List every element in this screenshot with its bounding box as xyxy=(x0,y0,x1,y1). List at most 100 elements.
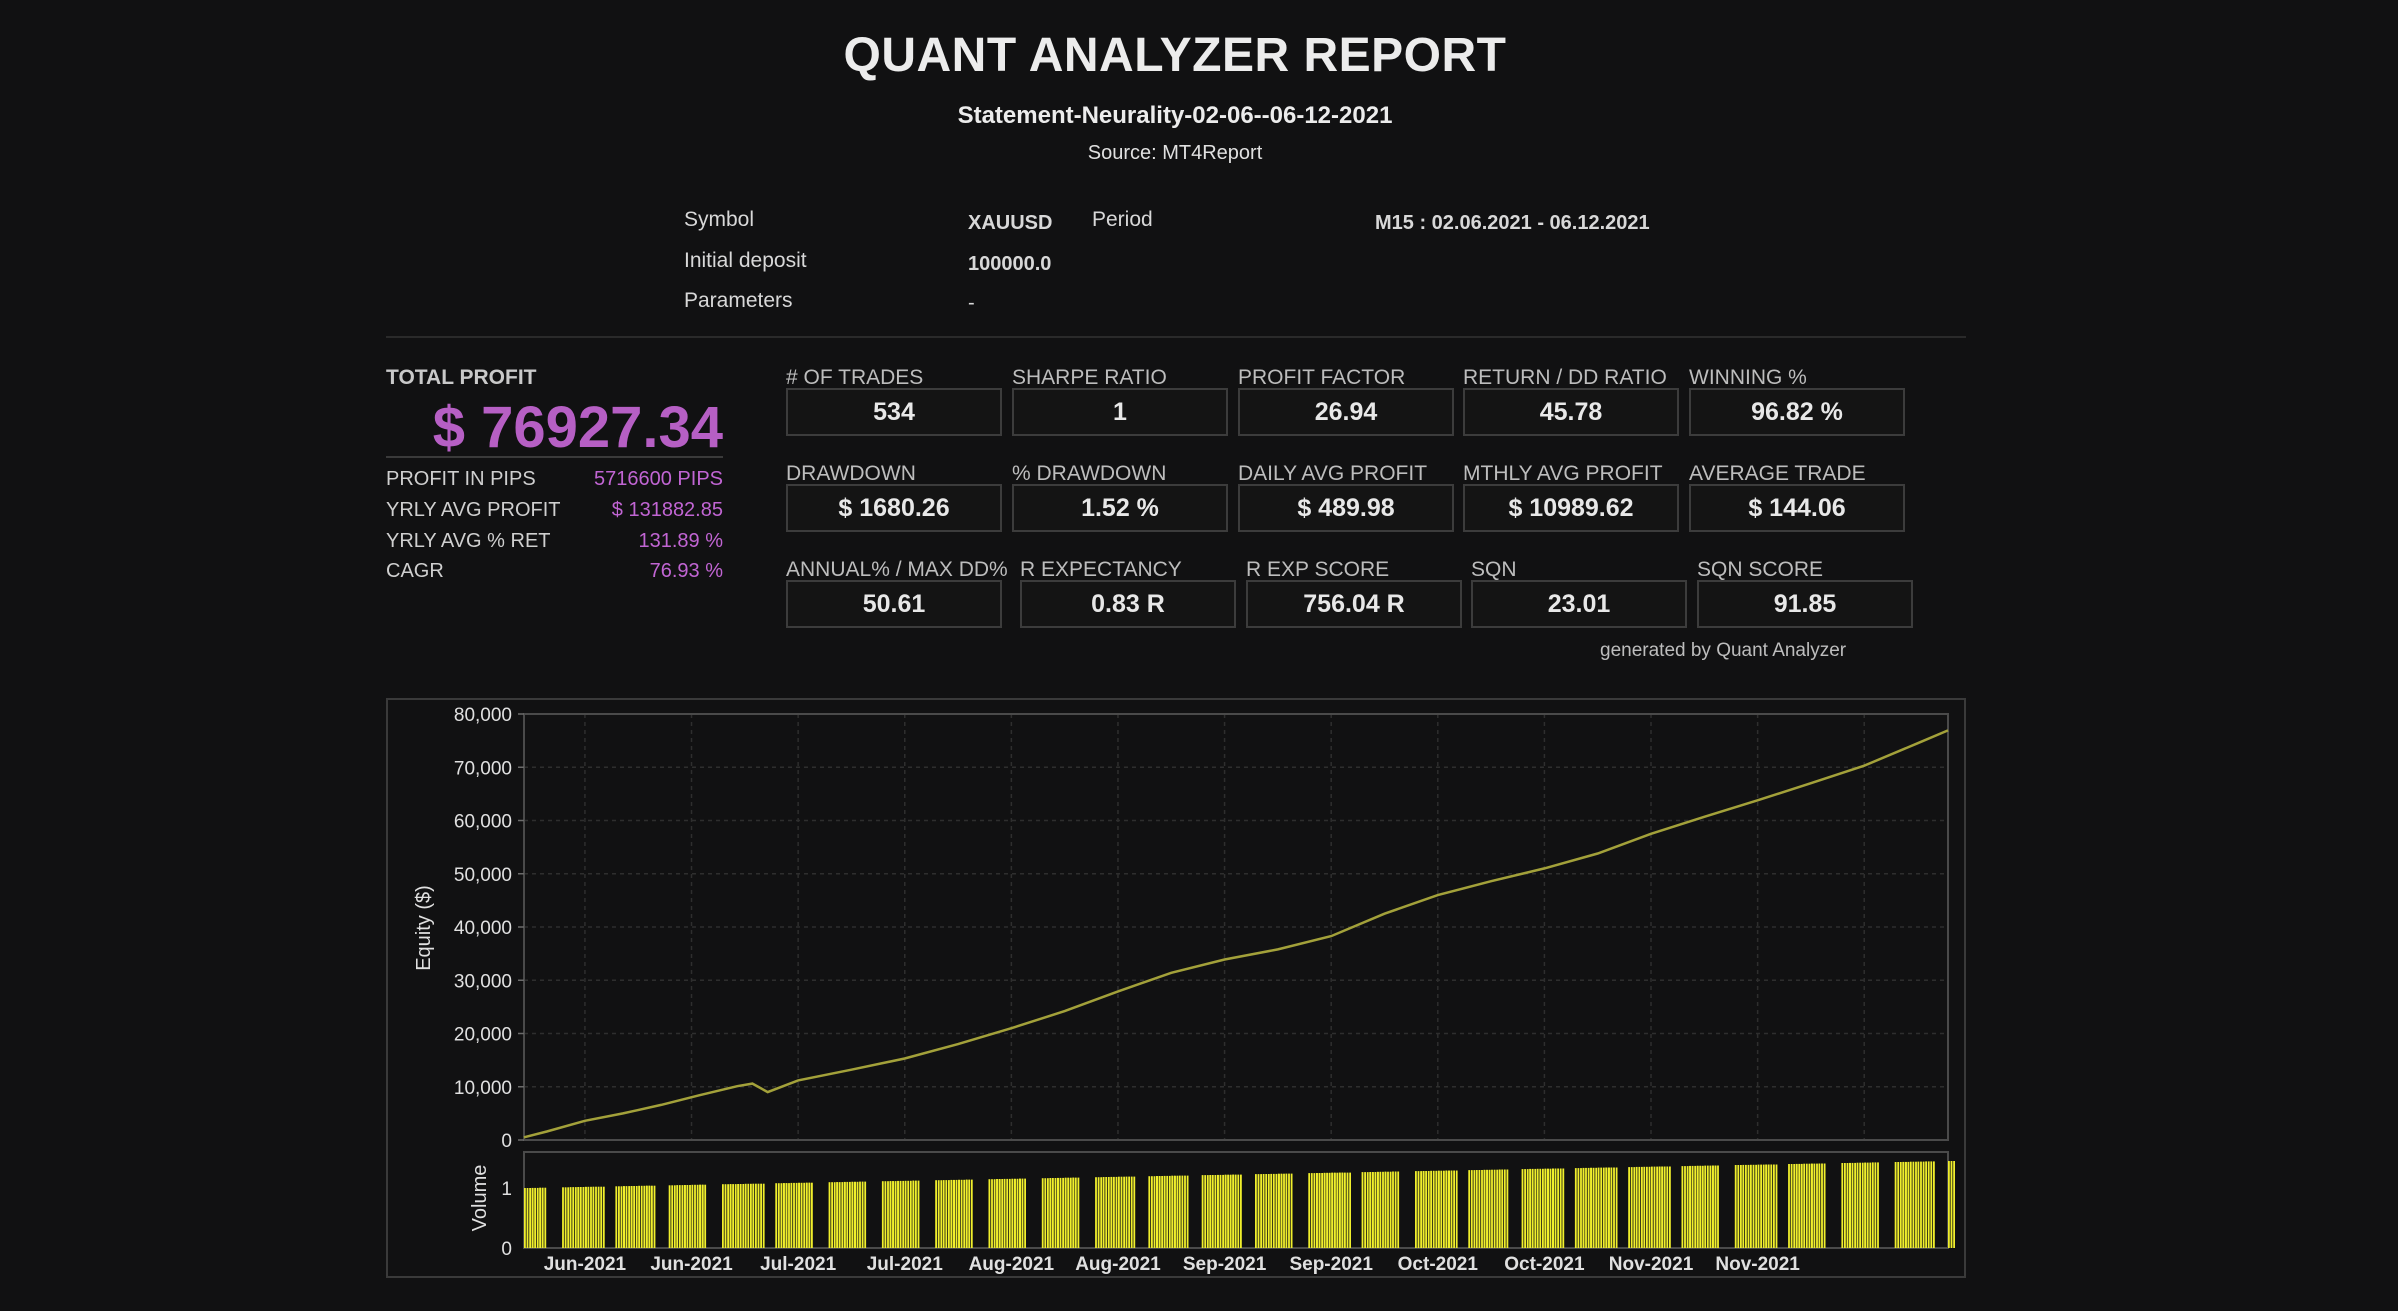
volume-bar xyxy=(800,1182,803,1248)
volume-bar xyxy=(1021,1178,1024,1248)
volume-bar xyxy=(587,1186,590,1248)
volume-bar xyxy=(849,1181,851,1248)
volume-bar xyxy=(1432,1170,1435,1248)
summary-row-pips: PROFIT IN PIPS 5716600 PIPS xyxy=(386,468,723,498)
volume-bar xyxy=(635,1186,638,1248)
volume-bar xyxy=(1270,1173,1273,1248)
volume-bar xyxy=(1232,1174,1234,1248)
period-label: Period xyxy=(1092,208,1153,231)
y-tick-label: 0 xyxy=(501,1131,512,1152)
volume-bar xyxy=(531,1187,534,1248)
volume-bar xyxy=(1574,1168,1577,1248)
volume-bar xyxy=(1953,1161,1955,1248)
volume-bar xyxy=(577,1187,580,1248)
volume-bar xyxy=(1234,1174,1237,1248)
volume-bar xyxy=(744,1183,747,1248)
volume-bar xyxy=(1366,1172,1369,1248)
volume-bar xyxy=(1016,1178,1019,1248)
generated-note: generated by Quant Analyzer xyxy=(1600,640,1847,661)
volume-bar xyxy=(1559,1168,1562,1248)
volume-bar xyxy=(1308,1173,1311,1248)
volume-bar xyxy=(1813,1163,1816,1248)
volume-bar xyxy=(1686,1166,1689,1248)
volume-bar xyxy=(584,1186,587,1248)
volume-bar xyxy=(1666,1166,1669,1248)
volume-bar xyxy=(615,1186,618,1248)
volume-bar xyxy=(1775,1164,1778,1248)
volume-bar xyxy=(1803,1163,1806,1248)
volume-bar xyxy=(1805,1163,1808,1248)
volume-bar xyxy=(1336,1172,1339,1248)
volume-bar xyxy=(1610,1167,1613,1248)
stat-label-trades: # OF TRADES xyxy=(786,366,924,389)
volume-bar xyxy=(1597,1167,1600,1248)
volume-bar xyxy=(955,1179,958,1248)
volume-bar xyxy=(1171,1175,1174,1248)
section-divider xyxy=(386,336,1966,338)
volume-bar xyxy=(1323,1172,1326,1248)
volume-bar xyxy=(691,1184,694,1248)
stat-label-monthly-avg: MTHLY AVG PROFIT xyxy=(1463,462,1663,485)
volume-bar xyxy=(1435,1170,1438,1248)
volume-bar xyxy=(1074,1177,1077,1248)
volume-bar xyxy=(1734,1165,1737,1248)
volume-bar xyxy=(1113,1176,1115,1248)
volume-bar xyxy=(1316,1173,1318,1248)
volume-bar xyxy=(1310,1173,1313,1248)
volume-bar xyxy=(1920,1161,1922,1248)
volume-bar xyxy=(1818,1163,1821,1248)
volume-bar xyxy=(1077,1177,1080,1248)
volume-bar xyxy=(1425,1171,1427,1248)
volume-bar xyxy=(1011,1178,1014,1248)
volume-bar xyxy=(683,1185,686,1248)
report-subtitle: Statement-Neurality-02-06--06-12-2021 xyxy=(957,102,1393,129)
volume-y-ticks: 01 xyxy=(501,1179,512,1260)
volume-bar xyxy=(1394,1171,1397,1248)
volume-bar xyxy=(828,1182,831,1248)
volume-bar xyxy=(648,1185,651,1248)
volume-bar xyxy=(1455,1170,1458,1248)
volume-bar xyxy=(1217,1174,1219,1248)
volume-bar xyxy=(1844,1163,1846,1248)
volume-bar xyxy=(1283,1173,1285,1248)
symbol-value: XAUUSD xyxy=(968,212,1053,234)
volume-bar xyxy=(1331,1172,1333,1248)
volume-bar xyxy=(747,1183,750,1248)
volume-bar xyxy=(1069,1177,1072,1248)
volume-bar xyxy=(1326,1172,1328,1248)
volume-bar xyxy=(1041,1178,1044,1248)
y-tick-label: 50,000 xyxy=(454,865,512,886)
volume-bar xyxy=(887,1181,889,1248)
x-tick-label: Sep-2021 xyxy=(1183,1254,1267,1275)
volume-bar xyxy=(1595,1167,1598,1248)
volume-bar xyxy=(1915,1161,1917,1248)
volume-bar xyxy=(1227,1174,1229,1248)
stat-label-avg-trade: AVERAGE TRADE xyxy=(1689,462,1866,485)
volume-bar xyxy=(1587,1167,1590,1248)
volume-bar xyxy=(597,1186,600,1248)
volume-bar xyxy=(1178,1175,1181,1248)
volume-bar xyxy=(1415,1171,1417,1248)
volume-bar xyxy=(1536,1168,1539,1248)
volume-bar xyxy=(909,1180,912,1248)
volume-bar xyxy=(633,1186,635,1248)
stat-value-sharpe: 1 xyxy=(1012,388,1228,436)
volume-bar xyxy=(1585,1167,1587,1248)
volume-bar xyxy=(894,1181,897,1248)
volume-bar xyxy=(1156,1176,1158,1248)
y-tick-label: 20,000 xyxy=(454,1025,512,1046)
volume-bar xyxy=(907,1180,910,1248)
volume-bar xyxy=(1757,1164,1760,1248)
volume-bar xyxy=(651,1185,653,1248)
volume-bar xyxy=(729,1184,732,1248)
volume-bar xyxy=(1224,1174,1227,1248)
volume-bar xyxy=(1613,1167,1615,1248)
volume-bar xyxy=(805,1182,808,1248)
volume-bar xyxy=(1318,1173,1321,1248)
volume-bar xyxy=(935,1180,937,1248)
volume-bar xyxy=(1930,1161,1933,1248)
period-value: M15 : 02.06.2021 - 06.12.2021 xyxy=(1375,212,1650,234)
volume-bar xyxy=(1651,1166,1653,1248)
volume-bar xyxy=(1440,1170,1443,1248)
volume-bar xyxy=(1044,1178,1047,1248)
